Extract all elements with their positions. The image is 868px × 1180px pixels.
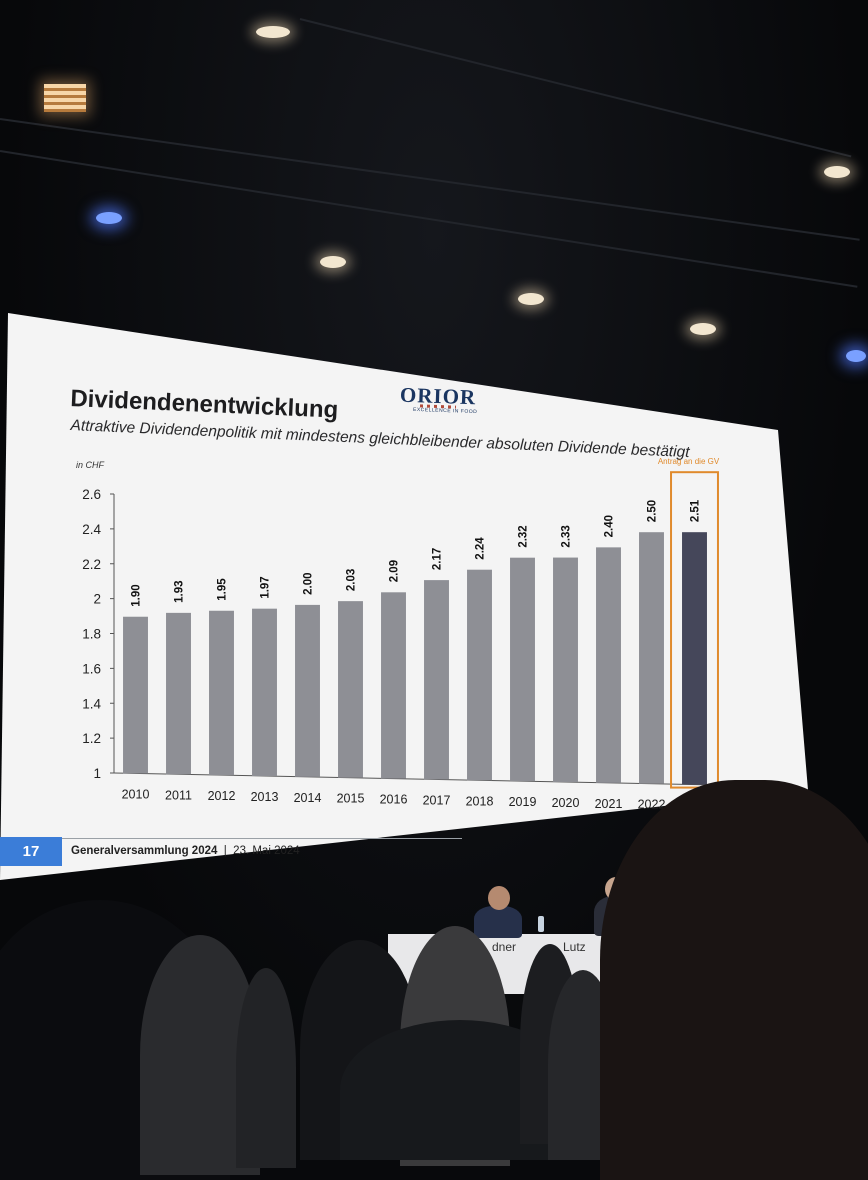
bar-2015 bbox=[338, 601, 363, 778]
x-tick-label: 2013 bbox=[251, 790, 279, 804]
stage-light bbox=[846, 350, 866, 362]
speaker-left-head bbox=[488, 886, 510, 910]
bar-value-label: 1.95 bbox=[217, 578, 229, 601]
footer-divider bbox=[62, 838, 462, 839]
x-tick-label: 2012 bbox=[208, 789, 236, 803]
bar-2022 bbox=[639, 532, 664, 784]
x-tick-label: 2015 bbox=[337, 792, 365, 806]
speaker-left bbox=[474, 906, 522, 938]
audience-head bbox=[236, 968, 296, 1168]
bar-value-label: 1.93 bbox=[174, 580, 186, 602]
y-tick-label: 2.4 bbox=[82, 522, 101, 537]
bar-value-label: 2.50 bbox=[647, 500, 659, 522]
bar-2016 bbox=[381, 592, 406, 779]
bar-value-label: 2.32 bbox=[518, 525, 530, 547]
bar-2017 bbox=[424, 580, 449, 780]
nameplate-left: dner bbox=[492, 940, 517, 954]
bar-2019 bbox=[510, 557, 535, 782]
y-tick-label: 1.4 bbox=[82, 696, 101, 711]
x-tick-label: 2016 bbox=[380, 793, 408, 807]
footer-event: Generalversammlung 2024 bbox=[71, 845, 218, 857]
bar-value-label: 2.00 bbox=[303, 573, 315, 595]
y-tick-label: 2 bbox=[93, 592, 101, 607]
bar-value-label: 2.51 bbox=[690, 499, 702, 522]
bar-value-label: 2.03 bbox=[346, 569, 358, 591]
bar-value-label: 2.17 bbox=[432, 548, 444, 570]
x-tick-label: 2019 bbox=[509, 795, 537, 809]
y-tick-label: 2.2 bbox=[82, 557, 101, 572]
bar-2012 bbox=[209, 610, 234, 776]
water-bottle bbox=[538, 916, 544, 932]
bar-2021 bbox=[596, 547, 621, 783]
nameplate-right: Lutz bbox=[563, 940, 586, 954]
x-tick-label: 2018 bbox=[466, 794, 494, 808]
unit-label: in CHF bbox=[76, 460, 105, 470]
bar-2018 bbox=[467, 569, 492, 781]
stage-light bbox=[690, 323, 716, 335]
stage-light bbox=[518, 293, 544, 305]
x-tick-label: 2014 bbox=[294, 791, 322, 805]
footer-text: Generalversammlung 2024 | 23. Mai 2024 bbox=[71, 845, 300, 857]
stage-light bbox=[96, 212, 122, 224]
stage-light bbox=[320, 256, 346, 268]
audience-head-foreground bbox=[600, 780, 868, 1180]
x-tick-label: 2022 bbox=[638, 798, 666, 812]
highlight-label: Antrag an die GV bbox=[658, 457, 720, 466]
y-tick-label: 2.6 bbox=[82, 487, 101, 502]
y-tick-label: 1.2 bbox=[82, 731, 101, 746]
x-tick-label: 2017 bbox=[423, 793, 451, 807]
x-tick-label: 2011 bbox=[165, 788, 192, 802]
bar-2023 bbox=[682, 532, 707, 785]
bar-2010 bbox=[123, 616, 148, 774]
x-tick-label: 2020 bbox=[552, 796, 580, 810]
stage-light-panel bbox=[44, 84, 86, 112]
bar-2011 bbox=[166, 612, 191, 775]
bar-2020 bbox=[553, 557, 578, 782]
bar-2014 bbox=[295, 604, 320, 777]
x-tick-label: 2021 bbox=[595, 797, 623, 811]
y-tick-label: 1 bbox=[93, 766, 101, 781]
page-number: 17 bbox=[0, 837, 62, 866]
bar-value-label: 2.24 bbox=[475, 537, 487, 560]
stage-light bbox=[824, 166, 850, 178]
stage-light bbox=[256, 26, 290, 38]
bar-value-label: 1.97 bbox=[260, 576, 272, 598]
bar-value-label: 2.40 bbox=[604, 515, 616, 537]
bar-value-label: 1.90 bbox=[131, 584, 143, 606]
x-axis-line bbox=[113, 772, 717, 786]
y-tick-label: 1.6 bbox=[82, 661, 101, 676]
bar-value-label: 2.09 bbox=[389, 560, 401, 582]
bar-value-label: 2.33 bbox=[561, 525, 573, 547]
y-tick-label: 1.8 bbox=[82, 627, 101, 642]
bar-2013 bbox=[252, 608, 277, 776]
footer-date: 23. Mai 2024 bbox=[233, 845, 300, 857]
footer-separator: | bbox=[223, 845, 227, 857]
x-tick-label: 2010 bbox=[122, 787, 150, 801]
